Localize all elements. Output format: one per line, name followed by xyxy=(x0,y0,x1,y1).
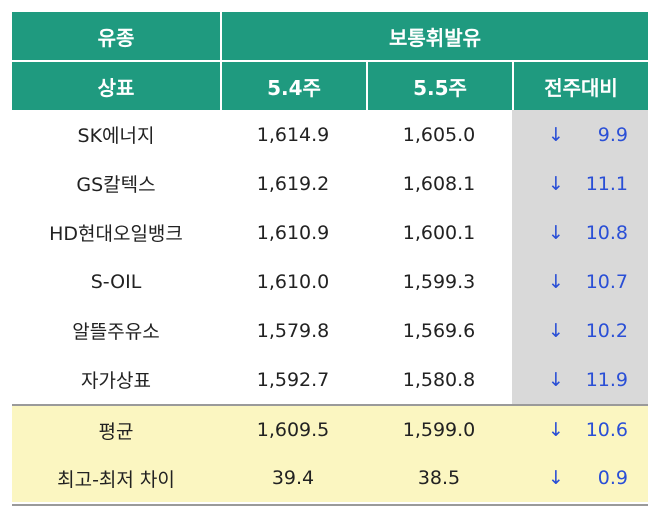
week2-cell: 1,599.3 xyxy=(402,270,476,293)
header-row-top: 유종 보통휘발유 xyxy=(12,12,648,62)
header-gasoline-group: 보통휘발유 xyxy=(220,12,648,60)
table-row: GS칼텍스 1,619.2 1,608.1 ↓ 11.1 xyxy=(12,159,648,208)
change-value: 10.8 xyxy=(585,221,628,244)
week2-cell: 1,605.0 xyxy=(402,123,476,146)
change-value: 10.2 xyxy=(585,319,628,342)
average-week1: 1,609.5 xyxy=(256,419,330,441)
table-row: 자가상표 1,592.7 1,580.8 ↓ 11.9 xyxy=(12,355,648,404)
week1-cell: 1,614.9 xyxy=(256,123,330,146)
week2-cell: 1,608.1 xyxy=(402,172,476,195)
week2-cell: 1,569.6 xyxy=(402,319,476,342)
down-arrow-icon: ↓ xyxy=(548,270,564,293)
week1-cell: 1,610.9 xyxy=(256,221,330,244)
change-value: 9.9 xyxy=(597,123,628,146)
brand-cell: GS칼텍스 xyxy=(76,174,156,196)
header-brand: 상표 xyxy=(97,75,135,100)
header-row-columns: 상표 5.4주 5.5주 전주대비 xyxy=(12,62,648,110)
brand-cell: 자가상표 xyxy=(81,370,151,392)
brand-cell: HD현대오일뱅크 xyxy=(49,223,183,245)
average-label: 평균 xyxy=(98,420,134,443)
change-cell: ↓ 10.2 xyxy=(512,306,648,355)
change-cell: ↓ 9.9 xyxy=(512,110,648,159)
footer-row-average: 평균 1,609.5 1,599.0 ↓ 10.6 xyxy=(12,406,648,454)
table-body: SK에너지 1,614.9 1,605.0 ↓ 9.9 GS칼텍스 1,619.2… xyxy=(12,110,648,404)
week2-cell: 1,580.8 xyxy=(402,368,476,391)
brand-cell: SK에너지 xyxy=(77,125,155,147)
change-value: 11.9 xyxy=(585,368,628,391)
header-change: 전주대비 xyxy=(512,62,648,110)
header-week-1: 5.4주 xyxy=(220,62,366,110)
down-arrow-icon: ↓ xyxy=(548,467,564,489)
down-arrow-icon: ↓ xyxy=(548,419,564,441)
down-arrow-icon: ↓ xyxy=(548,123,564,146)
average-change: ↓ 10.6 xyxy=(512,406,648,454)
footer-row-range: 최고-최저 차이 39.4 38.5 ↓ 0.9 xyxy=(12,454,648,502)
change-value: 10.6 xyxy=(585,419,628,441)
week1-cell: 1,619.2 xyxy=(256,172,330,195)
table-row: HD현대오일뱅크 1,610.9 1,600.1 ↓ 10.8 xyxy=(12,208,648,257)
price-table: 유종 보통휘발유 상표 5.4주 5.5주 전주대비 SK에너지 1,614.9… xyxy=(12,12,648,502)
change-value: 10.7 xyxy=(585,270,628,293)
week1-cell: 1,579.8 xyxy=(256,319,330,342)
down-arrow-icon: ↓ xyxy=(548,172,564,195)
range-change: ↓ 0.9 xyxy=(512,454,648,502)
range-label: 최고-최저 차이 xyxy=(57,468,175,491)
change-cell: ↓ 11.9 xyxy=(512,355,648,404)
table-row: S-OIL 1,610.0 1,599.3 ↓ 10.7 xyxy=(12,257,648,306)
change-value: 11.1 xyxy=(585,172,628,195)
table-bottom-rule xyxy=(12,504,648,506)
table-row: SK에너지 1,614.9 1,605.0 ↓ 9.9 xyxy=(12,110,648,159)
range-week1: 39.4 xyxy=(271,467,315,489)
brand-cell: 알뜰주유소 xyxy=(72,321,160,343)
change-cell: ↓ 10.8 xyxy=(512,208,648,257)
down-arrow-icon: ↓ xyxy=(548,221,564,244)
average-week2: 1,599.0 xyxy=(402,419,476,441)
change-cell: ↓ 10.7 xyxy=(512,257,648,306)
down-arrow-icon: ↓ xyxy=(548,319,564,342)
week2-cell: 1,600.1 xyxy=(402,221,476,244)
range-week2: 38.5 xyxy=(417,467,461,489)
brand-cell: S-OIL xyxy=(90,270,142,293)
table-row: 알뜰주유소 1,579.8 1,569.6 ↓ 10.2 xyxy=(12,306,648,355)
change-value: 0.9 xyxy=(597,467,628,489)
down-arrow-icon: ↓ xyxy=(548,368,564,391)
change-cell: ↓ 11.1 xyxy=(512,159,648,208)
week1-cell: 1,592.7 xyxy=(256,368,330,391)
header-fuel-type: 유종 xyxy=(97,25,135,50)
header-week-2: 5.5주 xyxy=(366,62,512,110)
week1-cell: 1,610.0 xyxy=(256,270,330,293)
table-footer: 평균 1,609.5 1,599.0 ↓ 10.6 최고-최저 차이 39.4 3… xyxy=(12,404,648,502)
